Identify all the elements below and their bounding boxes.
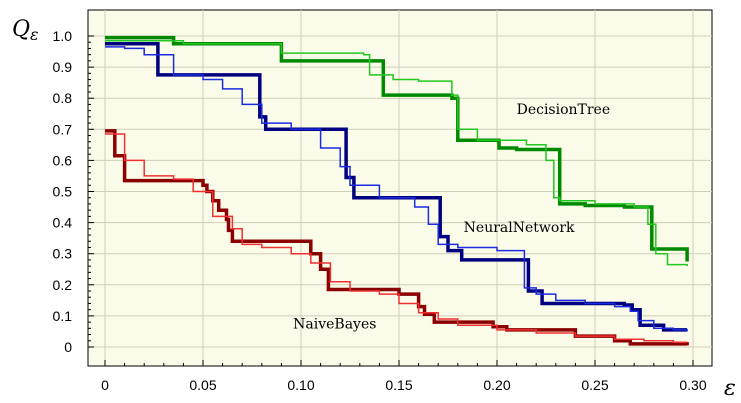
x-tick-label: 0.05 — [189, 377, 216, 393]
x-axis-title: ε — [724, 376, 736, 401]
x-tick-label: 0.15 — [385, 377, 412, 393]
y-tick-label: 0 — [64, 339, 72, 355]
y-tick-label: 0.2 — [53, 277, 73, 293]
y-tick-label: 0.1 — [53, 308, 73, 324]
y-tick-label: 0.6 — [53, 152, 73, 168]
series-group — [105, 35, 689, 346]
series-line-3 — [105, 46, 688, 332]
series-label-1: NeuralNetwork — [464, 220, 575, 236]
y-tick-label: 0.4 — [53, 215, 73, 231]
x-tick-label: 0.30 — [679, 377, 706, 393]
series-line-1 — [105, 39, 688, 267]
x-tick-label: 0.25 — [581, 377, 608, 393]
series-line-0 — [105, 35, 689, 262]
series-line-2 — [105, 42, 688, 332]
series-label-0: DecisionTree — [517, 102, 611, 118]
y-tick-label: 0.5 — [53, 184, 73, 200]
y-tick-label: 0.3 — [53, 246, 73, 262]
y-tick-label: 0.9 — [53, 59, 73, 75]
annotations: DecisionTree NeuralNetwork NaiveBayes — [293, 102, 610, 333]
plot-frame — [87, 9, 713, 367]
x-tick-label: 0 — [101, 377, 109, 393]
y-tick-label: 0.7 — [53, 121, 73, 137]
grid — [88, 10, 712, 366]
x-tick-label: 0.20 — [483, 377, 510, 393]
series-line-5 — [105, 133, 688, 344]
y-tick-label: 0.8 — [53, 90, 73, 106]
y-axis-title: Qε — [12, 17, 39, 44]
x-tick-label: 0.10 — [287, 377, 314, 393]
ticks: 0 0.05 0.10 0.15 0.20 0.25 0.30 0 0.1 0.2 0.3 0.4 0.… — [53, 28, 707, 393]
y-tick-label: 1.0 — [53, 28, 73, 44]
series-label-2: NaiveBayes — [293, 316, 376, 332]
y-axis-title-sub: ε — [30, 25, 39, 44]
y-axis-title-main: Q — [12, 17, 30, 42]
